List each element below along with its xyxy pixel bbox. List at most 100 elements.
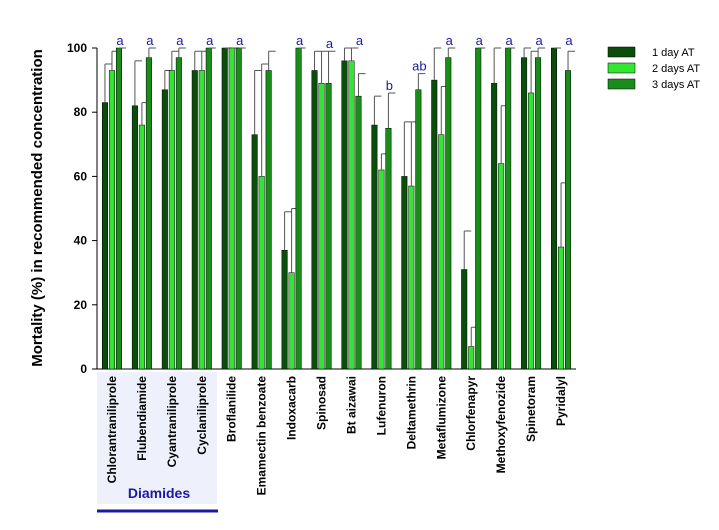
error-bar — [268, 50, 276, 71]
bar — [168, 70, 175, 370]
error-bar — [194, 50, 202, 71]
significance-letter: a — [565, 33, 573, 48]
error-bar — [134, 60, 142, 106]
error-bar — [433, 47, 442, 81]
x-tick-label: Broflanilide — [225, 376, 239, 442]
significance-letter: a — [446, 33, 454, 48]
bar — [505, 47, 512, 370]
error-bar — [357, 73, 366, 97]
bar — [138, 124, 145, 370]
bar — [461, 269, 468, 370]
bar — [498, 163, 505, 370]
x-tick-label: Bt aizawai — [344, 376, 358, 434]
y-axis-label: Mortality (%) in recommended concentrati… — [29, 49, 46, 367]
bar — [131, 105, 138, 370]
significance-letter: a — [535, 33, 543, 48]
x-tick-label: Pyridalyl — [554, 376, 568, 426]
legend-label: 2 days AT — [652, 63, 700, 75]
x-tick-label: Chlorfenapyr — [464, 376, 478, 451]
bar — [491, 83, 498, 370]
significance-letter: a — [296, 33, 304, 48]
bar — [161, 89, 168, 370]
error-bar — [284, 211, 292, 251]
error-bar — [463, 230, 472, 270]
bar — [341, 60, 348, 370]
x-tick-label: Metaflumizone — [434, 376, 448, 460]
x-tick-label: Methoxyfenozide — [494, 376, 508, 474]
error-bar — [417, 73, 426, 90]
bar — [258, 176, 265, 370]
bar — [431, 79, 438, 370]
x-tick-label: Emamectin benzoate — [255, 376, 269, 496]
bar — [401, 176, 408, 370]
error-bar — [523, 47, 532, 58]
error-bar — [447, 47, 456, 58]
bar — [198, 70, 205, 370]
bar — [145, 57, 152, 370]
error-bar — [328, 50, 336, 84]
y-tick-label: 60 — [74, 169, 88, 183]
bar — [325, 83, 332, 370]
significance-letter: a — [236, 33, 244, 48]
bar — [115, 47, 122, 370]
group-background — [97, 372, 217, 504]
y-tick-label: 80 — [74, 105, 88, 119]
significance-letter: b — [386, 78, 393, 93]
bar — [205, 47, 212, 370]
x-tick-label: Cyantraniliprole — [165, 376, 179, 468]
bar — [558, 246, 565, 370]
significance-letter: a — [506, 33, 514, 48]
y-tick-label: 20 — [74, 298, 88, 312]
bar — [295, 47, 302, 370]
bar — [468, 346, 475, 370]
group-label: Diamides — [128, 485, 190, 501]
error-bar — [493, 47, 502, 84]
error-bar — [537, 47, 546, 58]
error-bar — [171, 50, 179, 71]
bar — [235, 47, 242, 370]
error-bar — [254, 69, 262, 135]
bar — [551, 47, 558, 370]
error-bar — [343, 47, 352, 61]
bar — [415, 89, 422, 370]
error-bar — [530, 50, 539, 93]
error-bar — [321, 50, 329, 84]
error-bar — [178, 47, 186, 58]
x-tick-label: Indoxacarb — [285, 376, 299, 440]
y-tick-label: 100 — [67, 41, 87, 55]
bar — [288, 272, 295, 370]
bar — [528, 92, 535, 370]
bar — [311, 70, 318, 370]
significance-letter: a — [116, 33, 124, 48]
y-tick-label: 40 — [74, 234, 88, 248]
error-bar — [387, 92, 396, 129]
error-bar — [314, 50, 322, 71]
bar — [355, 95, 362, 370]
error-bar — [373, 95, 382, 126]
bar — [445, 57, 452, 370]
legend-label: 1 day AT — [652, 47, 695, 59]
bar — [348, 60, 355, 370]
x-tick-label: Lufenuron — [374, 376, 388, 435]
error-bar — [567, 50, 576, 71]
y-tick-label: 0 — [80, 362, 87, 376]
legend-swatch — [607, 46, 636, 58]
significance-letter: a — [326, 36, 334, 51]
bar — [251, 134, 258, 370]
bar — [475, 47, 482, 370]
bar — [175, 57, 182, 370]
bar — [385, 128, 392, 370]
legend-swatch — [607, 78, 636, 90]
x-tick-label: Deltamethrin — [404, 376, 418, 449]
bar — [565, 70, 572, 370]
bar — [281, 249, 288, 370]
error-bar — [104, 63, 112, 103]
significance-letter: ab — [412, 59, 426, 74]
x-tick-label: Spinosad — [315, 376, 329, 430]
bar — [438, 134, 445, 370]
bar — [371, 124, 378, 370]
significance-letter: a — [476, 33, 484, 48]
bar — [265, 70, 272, 370]
bar — [191, 70, 198, 370]
